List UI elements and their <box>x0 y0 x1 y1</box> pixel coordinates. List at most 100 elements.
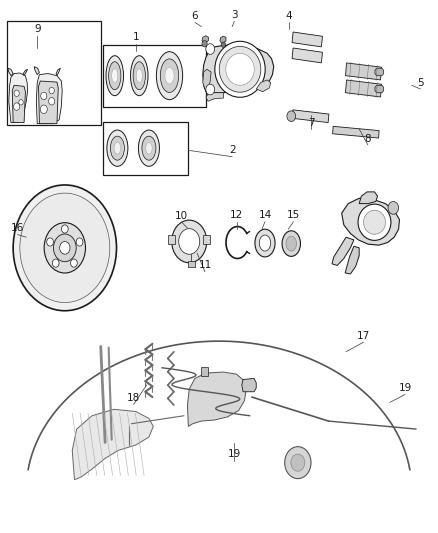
Text: 8: 8 <box>364 134 371 143</box>
Polygon shape <box>203 69 211 92</box>
Polygon shape <box>345 246 359 274</box>
Text: 17: 17 <box>357 331 370 341</box>
Ellipse shape <box>156 52 183 100</box>
Text: 7: 7 <box>307 118 314 127</box>
Polygon shape <box>34 67 39 75</box>
Circle shape <box>14 103 20 110</box>
Text: 15: 15 <box>287 211 300 220</box>
Circle shape <box>206 84 215 95</box>
Circle shape <box>221 42 226 47</box>
Text: 11: 11 <box>198 261 212 270</box>
Polygon shape <box>12 85 25 123</box>
Ellipse shape <box>215 42 265 98</box>
Text: 16: 16 <box>11 223 24 233</box>
Polygon shape <box>342 198 399 245</box>
Circle shape <box>47 238 53 246</box>
Circle shape <box>49 98 55 105</box>
Circle shape <box>287 111 296 122</box>
Polygon shape <box>346 63 381 80</box>
Ellipse shape <box>282 231 300 256</box>
Ellipse shape <box>259 235 271 251</box>
Ellipse shape <box>107 130 128 166</box>
Text: 14: 14 <box>258 211 272 220</box>
Ellipse shape <box>110 136 124 160</box>
Circle shape <box>53 259 59 267</box>
Ellipse shape <box>136 69 142 83</box>
Circle shape <box>76 238 83 246</box>
Ellipse shape <box>106 56 124 96</box>
Text: 9: 9 <box>34 25 41 34</box>
Polygon shape <box>188 261 195 266</box>
Ellipse shape <box>109 62 121 90</box>
Polygon shape <box>242 378 256 392</box>
Ellipse shape <box>133 62 145 90</box>
Ellipse shape <box>226 53 254 85</box>
Polygon shape <box>23 69 28 76</box>
Circle shape <box>291 454 305 471</box>
Polygon shape <box>375 85 384 93</box>
Circle shape <box>202 41 207 47</box>
Circle shape <box>179 229 200 254</box>
Ellipse shape <box>219 46 261 92</box>
Polygon shape <box>292 48 322 63</box>
Text: 10: 10 <box>175 211 188 221</box>
Circle shape <box>206 44 215 54</box>
Text: 2: 2 <box>229 146 236 155</box>
Ellipse shape <box>286 236 297 251</box>
Polygon shape <box>9 73 28 123</box>
Text: 5: 5 <box>417 78 424 87</box>
Polygon shape <box>203 235 210 244</box>
Circle shape <box>20 193 110 303</box>
Ellipse shape <box>165 67 174 84</box>
Circle shape <box>19 100 23 105</box>
Circle shape <box>41 92 47 100</box>
Ellipse shape <box>142 136 156 160</box>
Polygon shape <box>256 80 271 92</box>
Bar <box>103 45 206 107</box>
Circle shape <box>53 234 76 262</box>
Ellipse shape <box>131 56 148 96</box>
Text: 19: 19 <box>399 383 412 393</box>
Polygon shape <box>332 126 379 138</box>
Polygon shape <box>202 36 208 44</box>
Circle shape <box>44 223 85 273</box>
Ellipse shape <box>358 204 391 240</box>
Polygon shape <box>36 74 62 124</box>
Polygon shape <box>168 235 175 244</box>
Polygon shape <box>206 93 223 101</box>
Circle shape <box>71 259 77 267</box>
Polygon shape <box>220 36 226 44</box>
Text: 12: 12 <box>230 211 243 220</box>
Ellipse shape <box>160 59 179 93</box>
Bar <box>7 21 101 125</box>
Ellipse shape <box>114 142 120 154</box>
Polygon shape <box>72 409 153 480</box>
Text: 18: 18 <box>127 393 140 403</box>
Polygon shape <box>292 110 329 123</box>
Circle shape <box>40 105 47 114</box>
Bar <box>103 122 188 175</box>
Polygon shape <box>203 45 274 93</box>
Polygon shape <box>359 192 378 204</box>
Circle shape <box>13 185 117 311</box>
Polygon shape <box>346 80 381 97</box>
Text: 19: 19 <box>228 449 241 459</box>
Polygon shape <box>201 367 208 376</box>
Polygon shape <box>292 32 322 47</box>
Circle shape <box>60 241 70 254</box>
Ellipse shape <box>255 229 275 257</box>
Circle shape <box>14 90 19 96</box>
Text: 6: 6 <box>191 11 198 21</box>
Circle shape <box>285 447 311 479</box>
Ellipse shape <box>138 130 159 166</box>
Circle shape <box>172 220 207 263</box>
Polygon shape <box>375 68 384 76</box>
Ellipse shape <box>364 211 385 235</box>
Ellipse shape <box>112 69 118 83</box>
Circle shape <box>61 225 68 233</box>
Circle shape <box>388 201 399 214</box>
Text: 3: 3 <box>231 10 238 20</box>
Circle shape <box>49 87 54 94</box>
Text: 4: 4 <box>286 11 293 21</box>
Polygon shape <box>187 372 246 426</box>
